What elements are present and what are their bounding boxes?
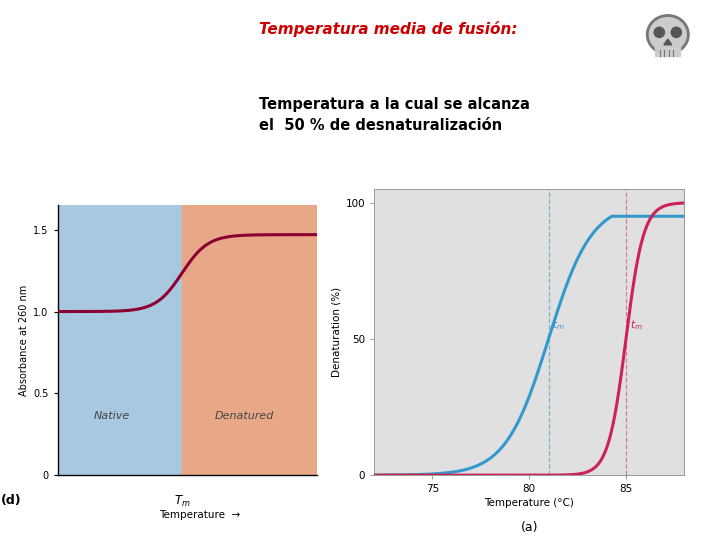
Text: Native: Native: [94, 411, 130, 421]
Ellipse shape: [671, 27, 681, 37]
Bar: [655, 44, 680, 56]
Text: Temperature  →: Temperature →: [160, 510, 240, 521]
Ellipse shape: [654, 27, 665, 37]
Ellipse shape: [649, 18, 686, 52]
Y-axis label: Denaturation (%): Denaturation (%): [332, 287, 341, 377]
Text: $t_{m}$: $t_{m}$: [552, 318, 565, 332]
Polygon shape: [664, 39, 672, 45]
Y-axis label: Absorbance at 260 nm: Absorbance at 260 nm: [19, 285, 29, 396]
Text: Denatured: Denatured: [215, 411, 274, 421]
Text: Temperatura media de fusión:: Temperatura media de fusión:: [259, 21, 518, 37]
Text: (d): (d): [1, 494, 21, 507]
Text: $t_{m}$: $t_{m}$: [630, 318, 642, 332]
Bar: [182, 205, 317, 475]
Text: $T_m$: $T_m$: [174, 494, 190, 509]
X-axis label: Temperature (°C): Temperature (°C): [485, 498, 574, 508]
Text: (a): (a): [521, 521, 538, 534]
Bar: [58, 205, 182, 475]
Ellipse shape: [647, 15, 689, 55]
Text: Temperatura a la cual se alcanza
el  50 % de desnaturalización: Temperatura a la cual se alcanza el 50 %…: [259, 97, 530, 133]
